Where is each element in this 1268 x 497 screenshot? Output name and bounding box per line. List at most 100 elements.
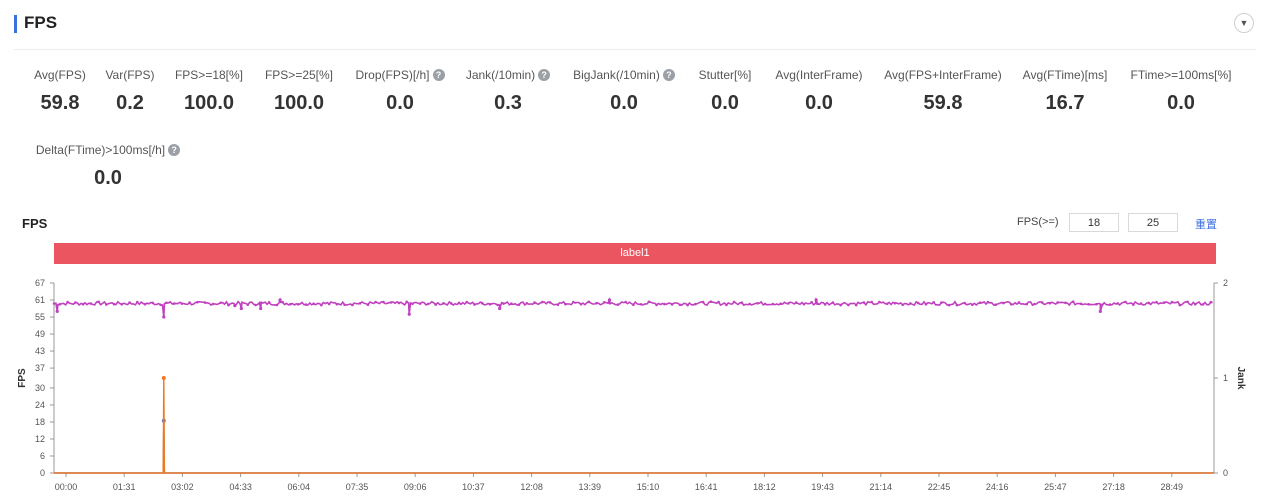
fps-point bbox=[211, 302, 215, 306]
fps-point bbox=[639, 303, 643, 306]
fps-point bbox=[616, 303, 620, 306]
fps-point bbox=[748, 302, 751, 306]
fps-point bbox=[1071, 300, 1075, 303]
help-icon[interactable]: ? bbox=[662, 69, 675, 81]
fps-point bbox=[963, 301, 966, 305]
metric-label: Var(FPS) bbox=[55, 68, 205, 82]
x-tick-label: 24:16 bbox=[986, 482, 1009, 492]
label-band: label1 bbox=[54, 243, 1216, 264]
metric-label: BigJank(/10min)? bbox=[549, 68, 699, 82]
fps-point bbox=[1098, 309, 1102, 313]
chart-title: FPS bbox=[22, 216, 48, 231]
fps-point bbox=[165, 301, 168, 305]
fps-point bbox=[1108, 303, 1112, 306]
fps-threshold-high-input[interactable] bbox=[1128, 213, 1178, 232]
fps-point bbox=[533, 301, 536, 304]
fps-point bbox=[1163, 301, 1166, 304]
reset-button[interactable]: 重置 bbox=[1195, 219, 1217, 231]
metric-card: Delta(FTime)>100ms[/h]? 0.0 bbox=[33, 143, 183, 190]
metric-label-text: Avg(InterFrame) bbox=[775, 68, 863, 82]
fps-point bbox=[239, 306, 243, 311]
fps-point bbox=[457, 301, 461, 305]
metric-label: FPS>=25[%] bbox=[224, 68, 374, 82]
fps-point bbox=[281, 300, 284, 304]
fps-point bbox=[1056, 301, 1059, 304]
page-title: FPS bbox=[24, 13, 58, 32]
metric-label-text: FTime>=100ms[%] bbox=[1130, 68, 1232, 82]
collapse-button[interactable]: ▼ bbox=[1234, 13, 1254, 33]
metric-value: 59.8 bbox=[923, 92, 963, 114]
fps-point bbox=[397, 301, 401, 305]
fps-point bbox=[366, 303, 370, 306]
x-tick-label: 25:47 bbox=[1044, 482, 1067, 492]
metric-card: Jank(/10min)? 0.3 bbox=[433, 68, 583, 115]
fps-point bbox=[878, 300, 881, 304]
metric-value: 100.0 bbox=[183, 92, 235, 114]
fps-threshold-low-input[interactable] bbox=[1069, 213, 1119, 232]
x-tick-label: 09:06 bbox=[404, 482, 427, 492]
fps-point bbox=[525, 302, 529, 305]
fps-point bbox=[473, 303, 476, 306]
metric-label: Drop(FPS)[/h]? bbox=[325, 68, 475, 82]
fps-point bbox=[405, 300, 409, 304]
metric-value: 100.0 bbox=[273, 92, 325, 114]
fps-point bbox=[227, 303, 230, 307]
fps-point bbox=[823, 303, 827, 306]
metric-value: 0.0 bbox=[805, 92, 833, 114]
fps-point bbox=[320, 303, 323, 307]
fps-point bbox=[717, 300, 720, 304]
fps-point bbox=[572, 300, 575, 304]
fps-point bbox=[1186, 300, 1189, 304]
metric-label: Jank(/10min)? bbox=[433, 68, 583, 82]
metric-label-text: Drop(FPS)[/h] bbox=[355, 68, 430, 82]
fps-point bbox=[794, 301, 798, 304]
fps-point bbox=[1201, 303, 1205, 306]
fps-point bbox=[1124, 300, 1127, 304]
fps-point bbox=[52, 302, 56, 305]
fps-point bbox=[278, 298, 282, 302]
fps-point bbox=[632, 303, 635, 307]
fps-point bbox=[663, 302, 666, 306]
fps-point bbox=[1064, 301, 1067, 305]
metric-value: 0.2 bbox=[116, 92, 144, 114]
fps-point bbox=[624, 300, 627, 304]
help-icon[interactable]: ? bbox=[168, 144, 181, 156]
fps-point bbox=[219, 301, 222, 305]
metric-card: Drop(FPS)[/h]? 0.0 bbox=[325, 68, 475, 115]
x-tick-label: 19:43 bbox=[811, 482, 834, 492]
fps-point bbox=[97, 300, 100, 304]
fps-point bbox=[971, 303, 974, 307]
fps-point bbox=[128, 301, 131, 304]
help-icon[interactable]: ? bbox=[432, 69, 445, 81]
fps-point bbox=[893, 301, 897, 305]
fps-point bbox=[587, 300, 591, 304]
help-icon[interactable]: ? bbox=[538, 69, 551, 81]
fps-point bbox=[940, 301, 943, 304]
fps-point bbox=[1009, 303, 1013, 306]
x-tick-label: 06:04 bbox=[288, 482, 311, 492]
y-tick-label: 18 bbox=[35, 417, 45, 427]
fps-point bbox=[932, 301, 935, 304]
metric-card: Stutter[%] 0.0 bbox=[650, 68, 800, 115]
fps-point bbox=[955, 303, 959, 307]
metric-label-text: FPS>=18[%] bbox=[174, 68, 244, 82]
fps-point bbox=[978, 301, 982, 304]
y-tick-label: 30 bbox=[35, 383, 45, 393]
fps-point bbox=[709, 300, 713, 303]
fps-point bbox=[312, 302, 315, 305]
fps-point bbox=[986, 300, 990, 304]
fps-point bbox=[143, 303, 147, 306]
fps-point bbox=[498, 306, 502, 311]
metric-label-text: Var(FPS) bbox=[105, 68, 155, 82]
fps-point bbox=[1132, 303, 1135, 306]
metric-value: 0.0 bbox=[1167, 92, 1195, 114]
fps-point bbox=[595, 301, 598, 305]
y-tick-label: 43 bbox=[35, 346, 45, 356]
fps-point bbox=[1079, 302, 1083, 306]
fps-point bbox=[275, 303, 279, 307]
fps-point bbox=[678, 303, 682, 307]
fps-point bbox=[670, 303, 674, 306]
fps-point bbox=[1147, 301, 1151, 305]
fps-point bbox=[259, 306, 263, 311]
metric-label-text: Delta(FTime)>100ms[/h] bbox=[35, 143, 166, 157]
